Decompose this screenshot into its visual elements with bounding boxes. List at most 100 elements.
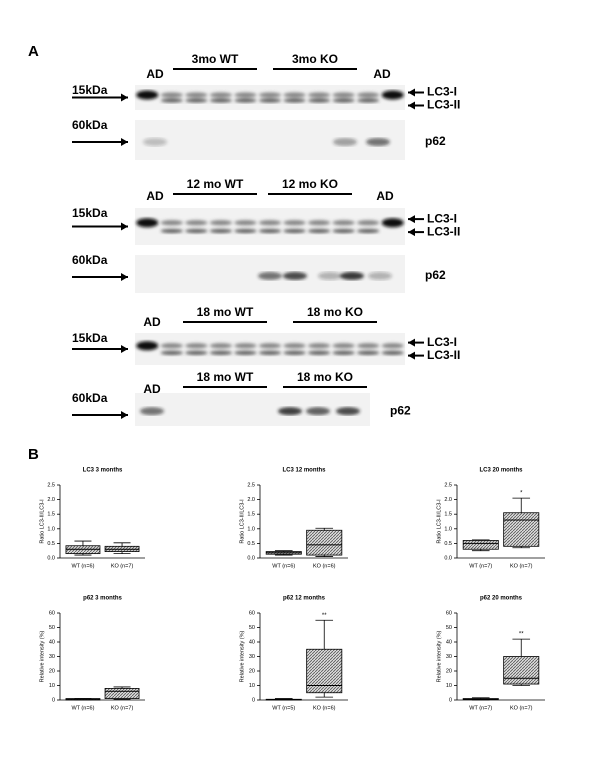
y-tick-label: 0.0	[444, 555, 452, 561]
band	[357, 92, 380, 98]
y-axis-label: Ratio LC3-II/LC3-I	[39, 499, 45, 544]
blot	[135, 333, 405, 365]
panel-label: B	[28, 446, 39, 463]
x-tick-label: KO (n=7)	[510, 563, 533, 569]
blot-bands	[136, 218, 404, 233]
y-tick-label: 40	[446, 639, 452, 645]
band	[318, 271, 342, 280]
band	[332, 350, 355, 355]
band	[336, 407, 360, 416]
lane-label: AD	[143, 382, 161, 396]
y-tick-label: 0.5	[444, 541, 452, 547]
band	[185, 228, 208, 233]
x-tick-label: WT (n=6)	[71, 705, 94, 711]
mw-marker: 15kDa	[72, 331, 108, 345]
band	[381, 90, 404, 100]
band	[234, 92, 257, 98]
y-tick-label: 50	[249, 625, 255, 631]
band	[381, 218, 404, 228]
y-tick-label: 10	[249, 683, 255, 689]
y-tick-label: 1.5	[47, 512, 55, 518]
band	[283, 343, 306, 349]
mw-arrow-head	[121, 93, 128, 102]
band-arrow-head	[408, 228, 415, 237]
chart-title: LC3 3 months	[83, 468, 123, 474]
band-arrow-head	[408, 338, 415, 347]
band-arrow-head	[408, 215, 415, 224]
x-tick-label: KO (n=7)	[111, 705, 134, 711]
band-label: p62	[425, 268, 446, 282]
x-tick-label: WT (n=7)	[469, 563, 492, 569]
y-tick-label: 50	[446, 625, 452, 631]
band	[258, 98, 282, 103]
mw-marker: 60kDa	[72, 118, 108, 132]
band	[278, 407, 302, 416]
band	[160, 92, 183, 98]
y-axis-label: Relative intensity (%)	[39, 631, 45, 683]
y-tick-label: 0.0	[47, 555, 55, 561]
lane-label: 18 mo KO	[297, 370, 353, 384]
x-tick-label: KO (n=6)	[313, 705, 336, 711]
x-tick-label: WT (n=6)	[272, 563, 295, 569]
band	[283, 92, 306, 98]
band	[308, 350, 331, 355]
band	[185, 98, 208, 103]
significance: *	[520, 491, 523, 497]
band	[185, 220, 208, 226]
band	[160, 343, 183, 349]
lane-label: 18 mo KO	[307, 305, 363, 319]
y-tick-label: 1.0	[444, 526, 452, 532]
y-tick-label: 1.5	[247, 512, 255, 518]
x-tick-label: KO (n=7)	[111, 563, 134, 569]
band	[381, 350, 404, 355]
y-tick-label: 50	[49, 625, 55, 631]
y-tick-label: 2.5	[444, 482, 452, 488]
y-tick-label: 2.0	[444, 497, 452, 503]
band	[283, 350, 306, 355]
y-tick-label: 20	[249, 668, 255, 674]
y-tick-label: 60	[49, 610, 55, 616]
y-tick-label: 0.0	[247, 555, 255, 561]
band	[160, 228, 183, 233]
band	[143, 138, 167, 146]
band	[332, 98, 355, 103]
y-tick-label: 40	[249, 639, 255, 645]
band-label: p62	[425, 134, 446, 148]
band	[332, 228, 355, 233]
band	[258, 350, 282, 355]
blot-bands	[258, 271, 392, 280]
band	[283, 220, 306, 226]
x-tick-label: KO (n=7)	[510, 705, 533, 711]
band	[357, 220, 380, 226]
lane-label: AD	[143, 315, 161, 329]
x-tick-label: WT (n=5)	[272, 705, 295, 711]
band	[209, 98, 232, 103]
mw-marker: 15kDa	[72, 83, 108, 97]
x-tick-label: WT (n=7)	[469, 705, 492, 711]
lane-label: 3mo KO	[292, 52, 338, 66]
band	[258, 228, 282, 233]
band	[258, 220, 282, 226]
band	[234, 98, 257, 103]
mw-marker: 60kDa	[72, 391, 108, 405]
band	[234, 220, 257, 226]
band	[340, 271, 364, 280]
lane-label: 18 mo WT	[197, 305, 254, 319]
chart-title: p62 20 months	[480, 596, 523, 602]
box	[104, 688, 140, 699]
mw-arrow-head	[121, 273, 128, 281]
y-tick-label: 20	[49, 668, 55, 674]
chart-title: p62 3 months	[83, 596, 122, 602]
band	[234, 350, 257, 355]
band	[258, 92, 282, 98]
y-tick-label: 1.0	[247, 526, 255, 532]
blot	[135, 120, 405, 160]
band	[136, 90, 159, 100]
x-tick-label: WT (n=6)	[71, 563, 94, 569]
blot-bands	[143, 138, 390, 146]
blot-bands	[140, 407, 360, 416]
y-tick-label: 2.5	[247, 482, 255, 488]
band	[234, 343, 257, 349]
y-axis-label: Relative intensity (%)	[436, 631, 442, 683]
band	[160, 350, 183, 355]
